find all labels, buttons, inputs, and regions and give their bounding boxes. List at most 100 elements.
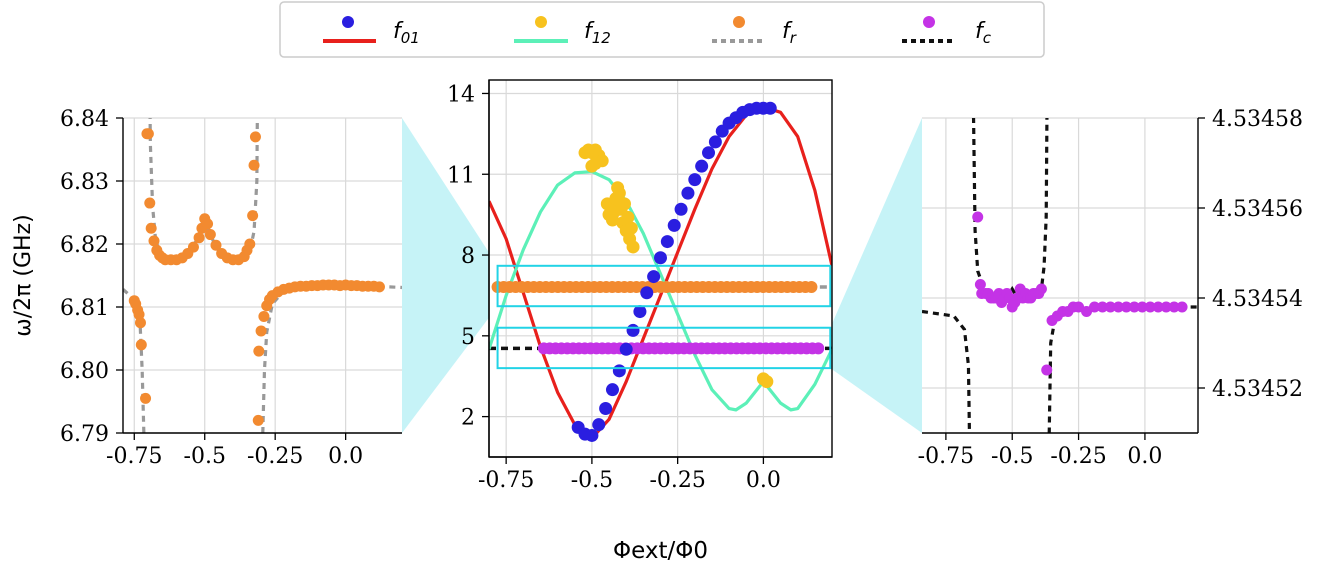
legend-marker-f01	[342, 16, 354, 28]
center-y-tick-label: 8	[461, 244, 475, 269]
center-y-tick-label: 5	[461, 325, 475, 350]
right-fc-point	[1176, 301, 1188, 313]
right-fc-point	[1144, 301, 1156, 313]
right-fc-point	[1104, 301, 1116, 313]
left-fr-point	[202, 218, 214, 230]
right-fc-point	[1096, 301, 1108, 313]
right-fc-point	[1160, 301, 1172, 313]
center-f12-point	[760, 375, 774, 389]
right-x-tick-label: -0.5	[991, 444, 1033, 469]
left-x-tick-label: -0.5	[184, 444, 226, 469]
center-f01-point	[702, 146, 716, 160]
legend: f01 f12 fr fc	[279, 1, 1045, 58]
left-x-tick-label: -0.75	[106, 444, 162, 469]
center-x-axis-label: Φext/Φ0	[613, 538, 708, 564]
center-plot-area	[489, 80, 832, 457]
center-f01-point	[592, 418, 606, 432]
center-x-tick-label: -0.5	[571, 468, 613, 493]
left-fr-point	[145, 222, 157, 234]
center-series	[489, 101, 832, 442]
right-fc-point	[1128, 301, 1140, 313]
center-f01-point	[585, 428, 599, 442]
right-fc-point	[974, 279, 986, 290]
left-x-tick-label: 0.0	[328, 444, 363, 469]
center-x-tick-label: -0.25	[649, 468, 705, 493]
legend-marker-fr	[733, 16, 745, 28]
left-fr-point	[133, 309, 145, 321]
background-layer	[402, 118, 922, 433]
left-y-axis-label: ω/2π (GHz)	[11, 214, 36, 336]
left-y-tick-label: 6.84	[60, 107, 109, 132]
center-f01-point	[647, 270, 661, 284]
plots-layer: -0.75 -0.5 -0.25 0.0 6.79 6.80 6.81 6.82 6.83 6.8…	[11, 79, 1303, 564]
legend-entry-fc: fc	[902, 16, 992, 47]
legend-entry-f12: f12	[514, 16, 611, 47]
right-y-tick-label: 4.53454	[1212, 287, 1303, 312]
center-f01-point	[599, 402, 613, 416]
center-f01-point	[667, 218, 681, 232]
center-f12-point	[588, 156, 602, 170]
left-fr-point	[247, 210, 259, 222]
left-fr-point	[134, 317, 146, 329]
right-fc-point	[1136, 301, 1148, 313]
left-fr-point	[253, 345, 265, 357]
center-f12-point	[624, 221, 638, 235]
center-y-tick-label: 2	[461, 406, 475, 431]
left-series	[123, 118, 402, 433]
left-fr-point	[210, 239, 222, 251]
center-f01-point	[605, 383, 619, 397]
center-f01-point	[626, 323, 640, 337]
legend-frame	[279, 1, 1045, 58]
left-fr-point	[140, 392, 152, 404]
right-x-tick-label: -0.75	[918, 444, 974, 469]
legend-marker-f12	[535, 16, 547, 28]
right-frame: -0.75 -0.5 -0.25 0.0 4.53452 4.53454 4.53456 4.…	[918, 107, 1303, 469]
left-fr-point	[255, 325, 267, 337]
center-y-tick-label: 11	[447, 163, 475, 188]
center-x-tick-label: -0.75	[478, 468, 534, 493]
right-fc-fit-segment	[922, 309, 972, 433]
left-plot-area	[123, 118, 402, 433]
right-fc-point	[1089, 301, 1100, 313]
center-f01-point	[674, 202, 688, 216]
center-f01-point	[654, 251, 667, 265]
center-f12-point	[621, 210, 635, 224]
zoom-projection-left	[402, 118, 498, 433]
legend-label-fr: fr	[782, 19, 797, 47]
center-f01-point	[633, 305, 647, 319]
left-fr-point	[373, 281, 385, 293]
left-fr-point	[248, 159, 260, 171]
right-fc-fit-segment	[1047, 305, 1198, 433]
left-fr-point	[144, 197, 156, 209]
center-f01-point	[640, 286, 654, 300]
left-y-tick-label: 6.79	[60, 422, 109, 447]
legend-marker-fc	[923, 16, 935, 28]
center-f01-point	[688, 173, 702, 187]
left-fr-point	[252, 414, 264, 426]
center-f01-point	[660, 235, 674, 249]
right-x-tick-label: -0.25	[1050, 444, 1106, 469]
center-axes	[489, 80, 832, 457]
left-y-tick-label: 6.83	[60, 170, 109, 195]
left-y-tick-label: 6.80	[60, 359, 109, 384]
center-f01-point	[695, 159, 709, 173]
center-f12-fit-curve	[489, 169, 832, 412]
left-axes	[123, 117, 402, 434]
right-y-tick-label: 4.53458	[1212, 107, 1303, 132]
right-fc-point	[1112, 301, 1124, 313]
center-fc-point	[812, 342, 825, 355]
center-f12-point	[612, 186, 626, 200]
legend-entry-f01: f01	[323, 16, 420, 47]
center-f01-point	[612, 364, 626, 378]
left-fr-point	[244, 238, 256, 250]
left-fr-point	[204, 229, 216, 241]
center-y-tick-label: 14	[447, 82, 475, 107]
legend-label-f12: f12	[584, 19, 611, 47]
zoom-box-left	[496, 264, 832, 308]
left-x-tick-label: -0.25	[247, 444, 303, 469]
center-f01-point	[763, 101, 777, 115]
center-f01-point	[708, 135, 722, 149]
left-fr-point	[148, 235, 160, 247]
right-fc-point	[1035, 283, 1047, 295]
